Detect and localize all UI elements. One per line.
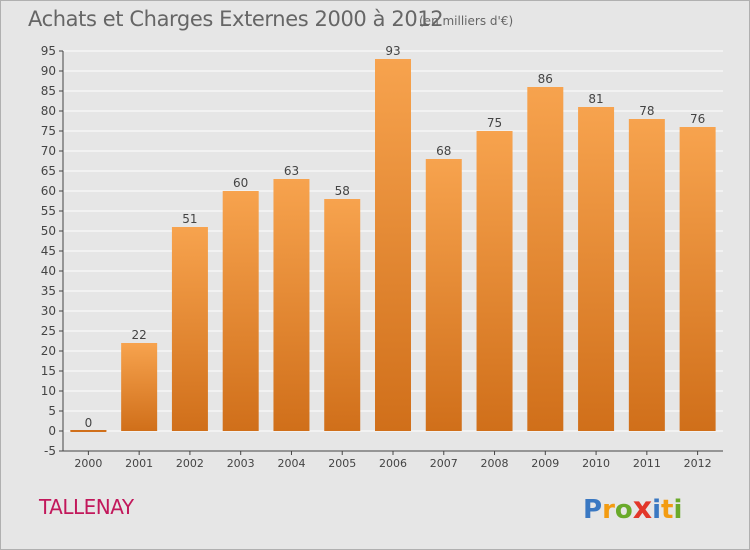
y-tick-label: 25 <box>41 324 56 338</box>
y-tick-label: 55 <box>41 204 56 218</box>
value-label: 81 <box>588 92 603 106</box>
x-tick-label: 2012 <box>684 457 712 470</box>
x-tick-label: 2010 <box>582 457 610 470</box>
logo-letter: r <box>602 495 615 525</box>
value-label: 75 <box>487 116 502 130</box>
y-tick-label: 0 <box>48 424 56 438</box>
y-tick-label: 60 <box>41 184 56 198</box>
x-tick-label: 2003 <box>227 457 255 470</box>
bar-2006 <box>375 59 411 431</box>
x-tick-label: 2006 <box>379 457 407 470</box>
x-tick-label: 2011 <box>633 457 661 470</box>
y-tick-label: 30 <box>41 304 56 318</box>
logo-letter: o <box>614 495 633 525</box>
value-label: 60 <box>233 176 248 190</box>
bar-2004 <box>273 179 310 431</box>
value-label: 22 <box>132 328 147 342</box>
x-tick-label: 2001 <box>125 457 153 470</box>
y-tick-label: 85 <box>41 84 56 98</box>
x-tick-label: 2005 <box>328 457 356 470</box>
logo-letter: t <box>661 495 674 525</box>
y-tick-label: 15 <box>41 364 56 378</box>
y-tick-label: 70 <box>41 144 56 158</box>
y-tick-label: 50 <box>41 224 56 238</box>
proxiti-logo: Proxiti <box>583 491 682 526</box>
value-label: 58 <box>335 184 350 198</box>
x-tick-label: 2004 <box>277 457 305 470</box>
y-tick-label: -5 <box>44 444 56 458</box>
bar-2008 <box>476 131 513 431</box>
logo-letter: i <box>673 495 683 525</box>
y-tick-label: 75 <box>41 124 56 138</box>
y-tick-label: 10 <box>41 384 56 398</box>
bar-2007 <box>425 159 462 431</box>
bar-2009 <box>527 87 564 431</box>
bar-2010 <box>578 107 615 431</box>
y-tick-label: 95 <box>41 44 56 58</box>
x-tick-label: 2009 <box>531 457 559 470</box>
bar-2003 <box>222 191 259 431</box>
value-label: 78 <box>639 104 654 118</box>
y-tick-label: 35 <box>41 284 56 298</box>
x-tick-label: 2008 <box>481 457 509 470</box>
place-name: TALLENAY <box>39 495 134 519</box>
bar-2001 <box>121 343 158 431</box>
bar-2012 <box>679 127 716 431</box>
y-tick-label: 5 <box>48 404 56 418</box>
y-tick-label: 45 <box>41 244 56 258</box>
bar-2002 <box>171 227 208 431</box>
y-tick-label: 65 <box>41 164 56 178</box>
y-tick-label: 20 <box>41 344 56 358</box>
bar-2011 <box>628 119 665 431</box>
value-label: 93 <box>385 44 400 58</box>
chart-title: Achats et Charges Externes 2000 à 2012 <box>28 7 444 31</box>
value-label: 63 <box>284 164 299 178</box>
value-label: 68 <box>436 144 451 158</box>
value-label: 76 <box>690 112 705 126</box>
value-label: 0 <box>85 416 93 430</box>
logo-letter: i <box>652 495 662 525</box>
logo-letter: P <box>583 495 603 525</box>
x-tick-label: 2007 <box>430 457 458 470</box>
x-tick-label: 2000 <box>74 457 102 470</box>
value-label: 86 <box>538 72 553 86</box>
chart-subtitle: (en milliers d'€) <box>419 14 514 28</box>
y-tick-label: 40 <box>41 264 56 278</box>
y-tick-label: 90 <box>41 64 56 78</box>
value-label: 51 <box>182 212 197 226</box>
logo-letter: x <box>632 491 653 526</box>
x-tick-label: 2002 <box>176 457 204 470</box>
bar-2005 <box>324 199 361 431</box>
y-tick-label: 80 <box>41 104 56 118</box>
